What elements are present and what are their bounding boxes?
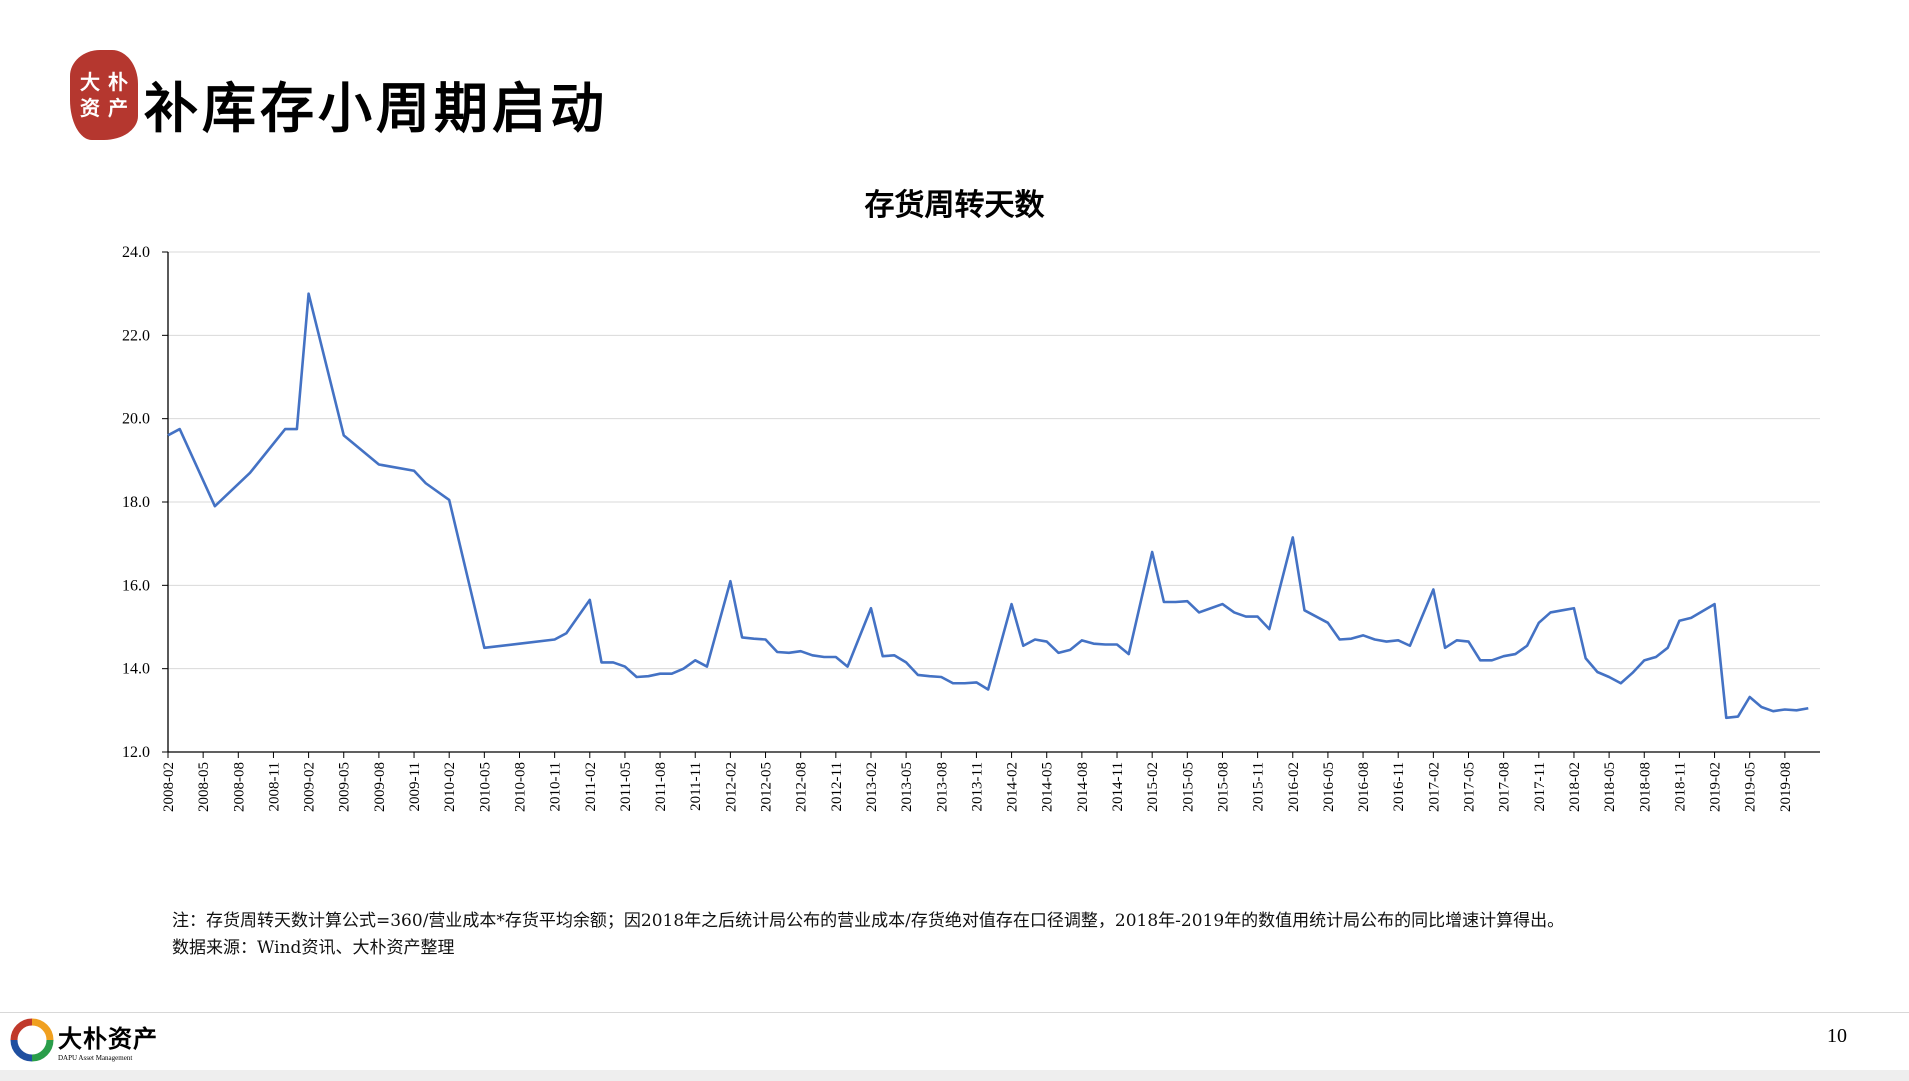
x-tick-label: 2009-02 xyxy=(302,762,318,812)
x-tick-label: 2014-02 xyxy=(1005,762,1021,812)
x-tick-label: 2019-02 xyxy=(1708,762,1724,812)
x-tick-label: 2014-08 xyxy=(1075,762,1091,812)
x-tick-label: 2017-02 xyxy=(1426,762,1442,812)
x-tick-label: 2010-02 xyxy=(442,762,458,812)
chart-title: 存货周转天数 xyxy=(864,188,1045,223)
x-tick-label: 2019-08 xyxy=(1778,762,1794,812)
x-tick-label: 2017-08 xyxy=(1497,762,1513,812)
footer-logo: 大朴资产 DAPU Asset Management xyxy=(10,1018,158,1062)
x-tick-label: 2014-05 xyxy=(1040,762,1056,812)
footer-divider xyxy=(0,1012,1909,1013)
y-tick-label: 20.0 xyxy=(122,411,150,428)
x-tick-label: 2011-08 xyxy=(653,762,669,811)
x-tick-label: 2017-11 xyxy=(1532,762,1548,811)
x-tick-label: 2010-11 xyxy=(548,762,564,811)
page-number: 10 xyxy=(1827,1025,1847,1047)
x-tick-label: 2010-05 xyxy=(477,762,493,812)
logo-name-en: DAPU Asset Management xyxy=(58,1053,133,1062)
x-tick-label: 2016-05 xyxy=(1321,762,1337,812)
footer-bar xyxy=(0,1070,1909,1081)
x-tick-label: 2008-05 xyxy=(196,762,212,812)
x-tick-label: 2018-08 xyxy=(1637,762,1653,812)
x-tick-label: 2015-08 xyxy=(1215,762,1231,812)
x-tick-label: 2012-08 xyxy=(794,762,810,812)
y-tick-label: 22.0 xyxy=(122,327,150,344)
x-tick-label: 2009-08 xyxy=(372,762,388,812)
chart-footnote: 注：存货周转天数计算公式=360/营业成本*存货平均余额；因2018年之后统计局… xyxy=(172,911,1565,931)
x-tick-label: 2013-02 xyxy=(864,762,880,812)
seal-char: 朴 xyxy=(108,70,128,94)
x-tick-label: 2017-05 xyxy=(1462,762,1478,812)
x-tick-label: 2018-02 xyxy=(1567,762,1583,812)
x-tick-label: 2011-11 xyxy=(688,762,704,811)
data-source-note: 数据来源：Wind资讯、大朴资产整理 xyxy=(172,938,455,958)
seal-char: 资 xyxy=(80,96,100,120)
x-tick-label: 2019-05 xyxy=(1743,762,1759,812)
x-tick-label: 2016-11 xyxy=(1391,762,1407,811)
y-tick-label: 16.0 xyxy=(122,577,150,594)
series-line xyxy=(167,292,1809,720)
dapu-logo-icon xyxy=(10,1018,54,1062)
y-tick-label: 24.0 xyxy=(122,244,150,261)
x-tick-label: 2009-05 xyxy=(337,762,353,812)
x-tick-label: 2013-05 xyxy=(899,762,915,812)
logo-name-cn: 大朴资产 xyxy=(58,1024,158,1053)
slide-title: 补库存小周期启动 xyxy=(144,76,608,140)
x-tick-label: 2011-05 xyxy=(618,762,634,811)
x-tick-label: 2015-02 xyxy=(1145,762,1161,812)
x-tick-label: 2015-05 xyxy=(1180,762,1196,812)
x-tick-label: 2012-11 xyxy=(829,762,845,811)
x-tick-label: 2012-05 xyxy=(759,762,775,812)
x-tick-label: 2012-02 xyxy=(723,762,739,812)
x-tick-label: 2009-11 xyxy=(407,762,423,811)
x-tick-label: 2011-02 xyxy=(583,762,599,811)
x-tick-label: 2018-11 xyxy=(1672,762,1688,811)
x-tick-label: 2013-08 xyxy=(934,762,950,812)
y-tick-label: 14.0 xyxy=(122,661,150,678)
x-tick-label: 2008-02 xyxy=(161,762,177,812)
x-tick-label: 2018-05 xyxy=(1602,762,1618,812)
line-chart: 12.0 14.0 16.0 18.0 20.0 22.0 24.0 2008-02 2008-… xyxy=(122,244,1820,812)
seal-char: 大 xyxy=(80,70,100,94)
x-tick-label: 2013-11 xyxy=(969,762,985,811)
x-tick-label: 2016-08 xyxy=(1356,762,1372,812)
y-tick-label: 12.0 xyxy=(122,744,150,761)
brand-seal-logo: 大 朴 资 产 xyxy=(70,50,138,140)
x-tick-label: 2010-08 xyxy=(512,762,528,812)
seal-char: 产 xyxy=(108,96,128,120)
x-tick-label: 2015-11 xyxy=(1251,762,1267,811)
y-tick-label: 18.0 xyxy=(122,494,150,511)
x-tick-label: 2014-11 xyxy=(1110,762,1126,811)
x-tick-label: 2016-02 xyxy=(1286,762,1302,812)
x-tick-label: 2008-11 xyxy=(266,762,282,811)
x-tick-label: 2008-08 xyxy=(231,762,247,812)
